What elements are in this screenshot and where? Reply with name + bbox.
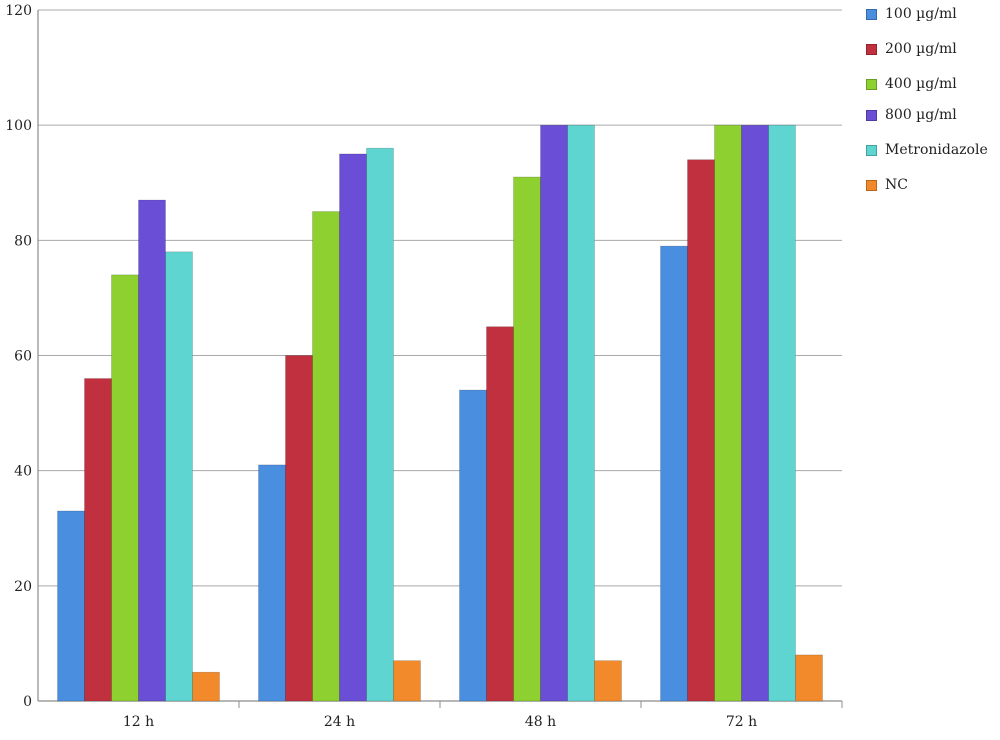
bar-200-g-ml-12h (84, 378, 112, 702)
bar-100-g-ml-72h (660, 245, 688, 702)
legend-label: 100 µg/ml (885, 6, 957, 22)
bar-100-g-ml-48h (459, 389, 487, 702)
bar-nc-72h (795, 654, 823, 702)
legend-label: NC (885, 177, 908, 193)
y-tick-labels: 0 20 40 60 80 100 120 (5, 3, 32, 710)
bar-100-g-ml-12h (57, 510, 85, 702)
legend-swatch (866, 78, 877, 90)
y-tick-label: 40 (14, 464, 32, 480)
bar-metronidazole-12h (165, 251, 193, 702)
legend-item: 200 µg/ml (866, 39, 957, 59)
y-tick-label: 120 (5, 3, 32, 19)
bar-200-g-ml-72h (687, 159, 715, 702)
bar-800-g-ml-12h (138, 199, 166, 702)
bar-800-g-ml-24h (339, 153, 367, 702)
legend-item: Metronidazole (866, 140, 988, 160)
legend-item: 400 µg/ml (866, 74, 957, 94)
bar-nc-12h (192, 671, 220, 702)
x-tick-label: 24 h (324, 714, 355, 730)
bar-200-g-ml-24h (285, 355, 313, 702)
legend-label: 800 µg/ml (885, 107, 957, 123)
legend-swatch (866, 8, 877, 20)
bar-800-g-ml-48h (540, 124, 568, 702)
y-tick-label: 100 (5, 118, 32, 134)
x-tick-label: 72 h (726, 714, 757, 730)
bar-200-g-ml-48h (486, 326, 514, 702)
bar-metronidazole-24h (366, 147, 394, 702)
legend-swatch (866, 144, 877, 156)
bar-metronidazole-48h (567, 124, 595, 702)
legend-label: 400 µg/ml (885, 76, 957, 92)
legend-item: 800 µg/ml (866, 105, 957, 125)
bar-100-g-ml-24h (258, 464, 286, 702)
bar-nc-48h (594, 660, 622, 702)
y-tick-label: 0 (23, 694, 32, 710)
x-tick-label: 12 h (123, 714, 154, 730)
bar-400-g-ml-72h (714, 124, 742, 702)
legend-swatch (866, 109, 877, 121)
legend-label: 200 µg/ml (885, 41, 957, 57)
legend-swatch (866, 43, 877, 55)
x-tick-label: 48 h (525, 714, 556, 730)
bar-400-g-ml-48h (513, 176, 541, 702)
bars (57, 124, 823, 702)
y-tick-label: 80 (14, 233, 32, 249)
legend-swatch (866, 179, 877, 191)
bar-400-g-ml-12h (111, 274, 139, 702)
x-tick-labels: 12 h 24 h 48 h 72 h (123, 714, 757, 730)
legend-item: NC (866, 175, 908, 195)
y-tick-label: 20 (14, 579, 32, 595)
bar-metronidazole-72h (768, 124, 796, 702)
bar-nc-24h (393, 660, 421, 702)
legend-item: 100 µg/ml (866, 4, 957, 24)
bar-800-g-ml-72h (741, 124, 769, 702)
y-tick-label: 60 (14, 349, 32, 365)
legend-label: Metronidazole (885, 142, 988, 158)
bar-400-g-ml-24h (312, 211, 340, 702)
